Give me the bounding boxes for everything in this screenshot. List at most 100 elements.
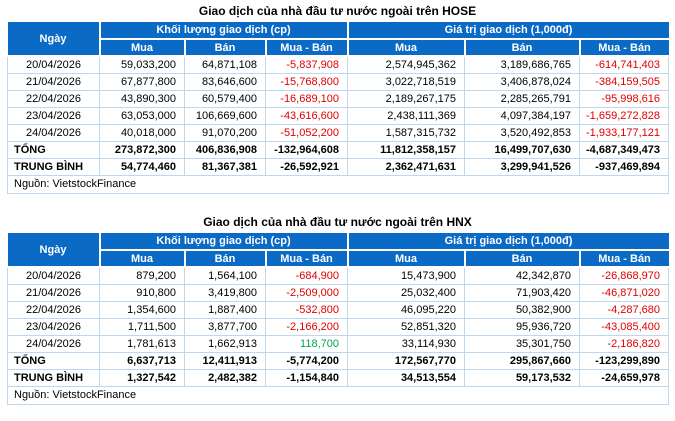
value-cell: -4,687,349,473 bbox=[578, 141, 670, 159]
row-label-cell: TRUNG BÌNH bbox=[7, 369, 100, 387]
row-label-cell: TỔNG bbox=[7, 141, 100, 159]
summary-row: TỔNG 6,637,713 12,411,913 -5,774,200 172,567… bbox=[7, 352, 670, 370]
col-header-volume-buy: Mua bbox=[99, 249, 186, 268]
col-header-date: Ngày bbox=[7, 22, 101, 57]
value-cell: -43,085,400 bbox=[578, 318, 670, 336]
value-cell: -937,469,894 bbox=[578, 158, 670, 176]
table-row: 20/04/2026 59,033,200 64,871,108 -5,837,908… bbox=[7, 55, 670, 74]
table-row: 24/04/2026 40,018,000 91,070,200 -51,052,20… bbox=[7, 124, 670, 142]
value-cell: 6,637,713 bbox=[99, 352, 185, 370]
value-cell: 3,520,492,853 bbox=[464, 124, 580, 142]
table-row: 24/04/2026 1,781,613 1,662,913 118,700 33,11… bbox=[7, 335, 670, 353]
hnx-section: Giao dịch của nhà đầu tư nước ngoài trên… bbox=[6, 213, 670, 405]
row-label-cell: TỔNG bbox=[7, 352, 100, 370]
col-header-volume-net: Mua - Bán bbox=[264, 38, 349, 57]
value-cell: 50,382,900 bbox=[464, 301, 580, 319]
value-cell: -614,741,403 bbox=[578, 55, 670, 74]
summary-row: TRUNG BÌNH 54,774,460 81,367,381 -26,592,92… bbox=[7, 158, 670, 176]
value-cell: -5,837,908 bbox=[265, 55, 348, 74]
value-cell: 2,362,471,631 bbox=[347, 158, 465, 176]
page: Giao dịch của nhà đầu tư nước ngoài trên… bbox=[6, 4, 670, 405]
value-cell: -2,166,200 bbox=[265, 318, 348, 336]
value-cell: 3,299,941,526 bbox=[464, 158, 580, 176]
value-cell: -2,509,000 bbox=[265, 284, 348, 302]
summary-row: TRUNG BÌNH 1,327,542 2,482,382 -1,154,840 34… bbox=[7, 369, 670, 387]
date-cell: 23/04/2026 bbox=[7, 318, 100, 336]
value-cell: 91,070,200 bbox=[184, 124, 266, 142]
source-note: Nguồn: VietstockFinance bbox=[6, 175, 670, 194]
value-cell: 1,711,500 bbox=[99, 318, 185, 336]
value-cell: -1,659,272,828 bbox=[578, 107, 670, 125]
value-cell: 11,812,358,157 bbox=[347, 141, 465, 159]
value-cell: 52,851,320 bbox=[347, 318, 465, 336]
date-cell: 24/04/2026 bbox=[7, 335, 100, 353]
value-cell: -4,287,680 bbox=[578, 301, 670, 319]
col-header-date: Ngày bbox=[7, 233, 101, 268]
hose-table: Ngày Khối lượng giao dịch (cp) Giá trị g… bbox=[6, 22, 670, 194]
value-cell: -5,774,200 bbox=[265, 352, 348, 370]
summary-row: TỔNG 273,872,300 406,836,908 -132,964,608 11… bbox=[7, 141, 670, 159]
value-cell: 59,033,200 bbox=[99, 55, 185, 74]
value-cell: 25,032,400 bbox=[347, 284, 465, 302]
value-cell: 63,053,000 bbox=[99, 107, 185, 125]
date-cell: 22/04/2026 bbox=[7, 90, 100, 108]
value-cell: 2,438,111,369 bbox=[347, 107, 465, 125]
col-header-volume-buy: Mua bbox=[99, 38, 186, 57]
value-cell: 42,342,870 bbox=[464, 266, 580, 285]
date-cell: 20/04/2026 bbox=[7, 55, 100, 74]
value-cell: 1,587,315,732 bbox=[347, 124, 465, 142]
value-cell: 879,200 bbox=[99, 266, 185, 285]
col-group-volume: Khối lượng giao dịch (cp) bbox=[98, 233, 349, 251]
value-cell: 1,662,913 bbox=[184, 335, 266, 353]
date-cell: 21/04/2026 bbox=[7, 73, 100, 91]
value-cell: 34,513,554 bbox=[347, 369, 465, 387]
value-cell: -1,933,177,121 bbox=[578, 124, 670, 142]
value-cell: 3,877,700 bbox=[184, 318, 266, 336]
value-cell: 81,367,381 bbox=[184, 158, 266, 176]
value-cell: 16,499,707,630 bbox=[464, 141, 580, 159]
value-cell: 2,482,382 bbox=[184, 369, 266, 387]
value-cell: -43,616,600 bbox=[265, 107, 348, 125]
col-group-value: Giá trị giao dịch (1,000đ) bbox=[346, 233, 669, 251]
row-label-cell: TRUNG BÌNH bbox=[7, 158, 100, 176]
value-cell: 406,836,908 bbox=[184, 141, 266, 159]
col-header-volume-sell: Bán bbox=[183, 38, 267, 57]
value-cell: 35,301,750 bbox=[464, 335, 580, 353]
hose-table-title: Giao dịch của nhà đầu tư nước ngoài trên… bbox=[198, 4, 477, 18]
value-cell: 2,574,945,362 bbox=[347, 55, 465, 74]
value-cell: -132,964,608 bbox=[265, 141, 348, 159]
source-row: Nguồn: VietstockFinance bbox=[6, 386, 670, 405]
value-cell: -2,186,820 bbox=[578, 335, 670, 353]
value-cell: 118,700 bbox=[265, 335, 348, 353]
value-cell: 1,887,400 bbox=[184, 301, 266, 319]
col-group-value: Giá trị giao dịch (1,000đ) bbox=[346, 22, 669, 40]
col-header-value-sell: Bán bbox=[463, 249, 581, 268]
table-row: 21/04/2026 67,877,800 83,646,600 -15,768,80… bbox=[7, 73, 670, 91]
date-cell: 24/04/2026 bbox=[7, 124, 100, 142]
value-cell: 43,890,300 bbox=[99, 90, 185, 108]
value-cell: 3,022,718,519 bbox=[347, 73, 465, 91]
value-cell: -684,900 bbox=[265, 266, 348, 285]
value-cell: 3,406,878,024 bbox=[464, 73, 580, 91]
col-header-value-sell: Bán bbox=[463, 38, 581, 57]
date-cell: 22/04/2026 bbox=[7, 301, 100, 319]
value-cell: 46,095,220 bbox=[347, 301, 465, 319]
hnx-table: Ngày Khối lượng giao dịch (cp) Giá trị g… bbox=[6, 233, 670, 405]
date-cell: 20/04/2026 bbox=[7, 266, 100, 285]
value-cell: 2,285,265,791 bbox=[464, 90, 580, 108]
col-group-volume: Khối lượng giao dịch (cp) bbox=[98, 22, 349, 40]
value-cell: -1,154,840 bbox=[265, 369, 348, 387]
value-cell: -15,768,800 bbox=[265, 73, 348, 91]
col-header-volume-sell: Bán bbox=[183, 249, 267, 268]
table-row: 23/04/2026 1,711,500 3,877,700 -2,166,200 52… bbox=[7, 318, 670, 336]
value-cell: -532,800 bbox=[265, 301, 348, 319]
value-cell: 64,871,108 bbox=[184, 55, 266, 74]
value-cell: -26,592,921 bbox=[265, 158, 348, 176]
value-cell: 59,173,532 bbox=[464, 369, 580, 387]
value-cell: -123,299,890 bbox=[578, 352, 670, 370]
value-cell: -95,998,616 bbox=[578, 90, 670, 108]
value-cell: 12,411,913 bbox=[184, 352, 266, 370]
value-cell: 172,567,770 bbox=[347, 352, 465, 370]
value-cell: 67,877,800 bbox=[99, 73, 185, 91]
col-header-value-buy: Mua bbox=[346, 38, 466, 57]
